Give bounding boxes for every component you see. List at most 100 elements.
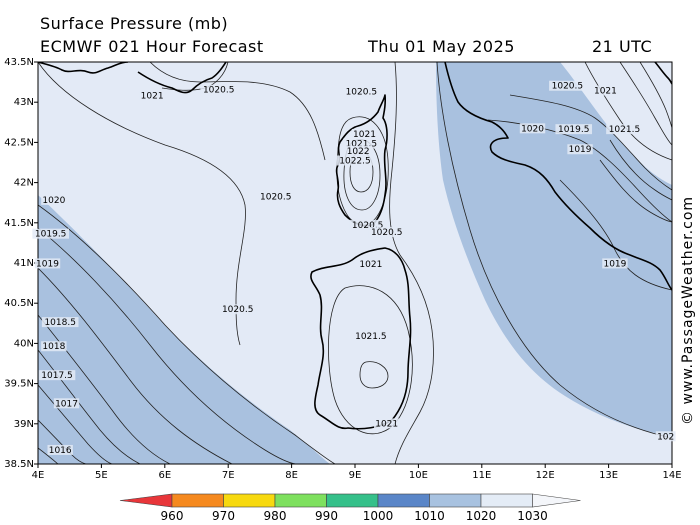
lon-tick-label: 6E: [158, 470, 171, 481]
colorbar-segment: [480, 493, 533, 508]
isobar-label: 1020: [41, 194, 67, 206]
lon-tick-label: 11E: [472, 470, 491, 481]
svg-text:1020: 1020: [42, 196, 65, 206]
isobar-label: 1021.5: [352, 330, 390, 342]
isobar: [38, 267, 233, 464]
isobar: [38, 227, 297, 464]
isobar-label: 1019.5: [32, 228, 69, 240]
svg-text:102: 102: [657, 432, 674, 442]
lat-tick-label: 39.5N: [4, 379, 34, 390]
svg-text:1019: 1019: [569, 145, 592, 155]
coastline-france: [38, 62, 227, 94]
isobar-label: 1021: [358, 259, 384, 270]
isobar-label: 1021.5: [606, 124, 643, 135]
lat-tick-label: 40.5N: [4, 298, 34, 309]
lon-tick-label: 12E: [536, 470, 555, 481]
svg-text:1021.5: 1021.5: [346, 140, 378, 150]
isobar: [38, 204, 336, 464]
coastline-italy-north: [654, 62, 672, 85]
colorbar-tick-label: 970: [212, 509, 235, 523]
credit-watermark: © www.PassageWeather.com: [680, 195, 696, 425]
isobar-label: 1019: [34, 258, 61, 269]
colorbar-tick-label: 1030: [517, 509, 548, 523]
pressure-band-low-west: [38, 195, 330, 464]
svg-text:1021: 1021: [375, 419, 398, 429]
colorbar-tick-label: 1010: [414, 509, 445, 523]
svg-text:1021: 1021: [141, 91, 164, 101]
isobar: [436, 62, 672, 439]
isobar: [38, 62, 246, 346]
colorbar-high-arrow: [532, 493, 581, 508]
isobar: [359, 361, 389, 389]
svg-text:1020.5: 1020.5: [222, 305, 254, 315]
isobar-label: 1020: [519, 123, 546, 134]
lat-tick-label: 42.5N: [4, 137, 34, 148]
svg-text:1020.5: 1020.5: [260, 193, 292, 203]
isobar: [619, 62, 672, 146]
isobar-label: 1017.5: [38, 370, 76, 381]
isobar: [38, 447, 59, 464]
lon-tick-label: 10E: [409, 470, 428, 481]
lat-tick-label: 41N: [14, 258, 34, 269]
colorbar-low-arrow: [119, 493, 173, 508]
isobar: [584, 62, 672, 161]
forecast-model: ECMWF 021 Hour Forecast: [40, 37, 264, 56]
isobar: [599, 159, 672, 223]
colorbar-tick-label: 960: [161, 509, 184, 523]
svg-text:1020.5: 1020.5: [346, 87, 378, 97]
colorbar-tick-label: 990: [315, 509, 338, 523]
isobar: [38, 419, 87, 464]
isobar-label: 1020.5: [219, 304, 257, 315]
colorbar-segment: [171, 493, 224, 508]
lon-tick-label: 4E: [32, 470, 45, 481]
svg-text:1021: 1021: [359, 260, 382, 270]
colorbar-segment: [326, 493, 379, 508]
lat-tick-label: 43.5N: [4, 57, 34, 68]
svg-text:1022.5: 1022.5: [339, 157, 371, 167]
isobar: [389, 62, 434, 464]
isobar-label: 1020.5: [200, 84, 237, 96]
svg-text:1021: 1021: [594, 87, 617, 97]
isobar-label: 1019: [602, 258, 628, 269]
svg-text:1020: 1020: [521, 124, 544, 134]
lon-tick-label: 13E: [599, 470, 618, 481]
svg-text:1019.5: 1019.5: [35, 230, 67, 240]
colorbar-segment: [223, 493, 276, 508]
svg-text:1020.5: 1020.5: [552, 82, 584, 92]
map-title: Surface Pressure (mb): [40, 14, 229, 33]
lon-tick-label: 5E: [95, 470, 108, 481]
svg-text:1018: 1018: [42, 342, 65, 352]
lon-tick-label: 8E: [285, 470, 298, 481]
isobar-label: 1022: [345, 145, 371, 157]
lat-tick-label: 41.5N: [4, 218, 34, 229]
svg-text:1020.5: 1020.5: [371, 228, 403, 238]
axis-ticks: 4E 5E 6E 7E 8E 9E 10E 11E 12E 13E 14E 43.5N 43N 42.5N…: [4, 57, 681, 481]
isobar-label: 102: [655, 431, 676, 442]
isobar-label: 1021: [592, 85, 619, 97]
svg-text:1019: 1019: [36, 259, 59, 269]
isobar: [639, 62, 672, 129]
forecast-time: 21 UTC: [592, 37, 653, 56]
isobar-label: 1020.5: [368, 227, 405, 238]
svg-text:1017: 1017: [55, 399, 78, 409]
isobar-label: 1021: [139, 90, 165, 101]
coastline-italy: [444, 62, 672, 291]
isobar-label: 1021: [374, 418, 400, 429]
svg-text:1018.5: 1018.5: [44, 318, 76, 328]
isobar-label: 1021.5: [343, 138, 380, 150]
isobar-label: 1018.5: [41, 317, 79, 328]
pressure-colorbar: 960 970 980 990 1000 1010 1020 1030: [119, 493, 581, 523]
isobar: [38, 384, 113, 464]
isobar-label: 1020.5: [549, 80, 586, 92]
svg-text:1019.5: 1019.5: [558, 125, 590, 135]
svg-text:1021.5: 1021.5: [355, 332, 387, 342]
isobar: [609, 139, 672, 201]
isobar-label: 1016: [47, 444, 73, 456]
lat-tick-label: 42N: [14, 178, 34, 189]
svg-text:1019: 1019: [603, 259, 626, 269]
svg-text:1021: 1021: [353, 130, 376, 140]
svg-text:1017.5: 1017.5: [41, 371, 73, 381]
isobar-label: 1020.5: [349, 219, 386, 231]
